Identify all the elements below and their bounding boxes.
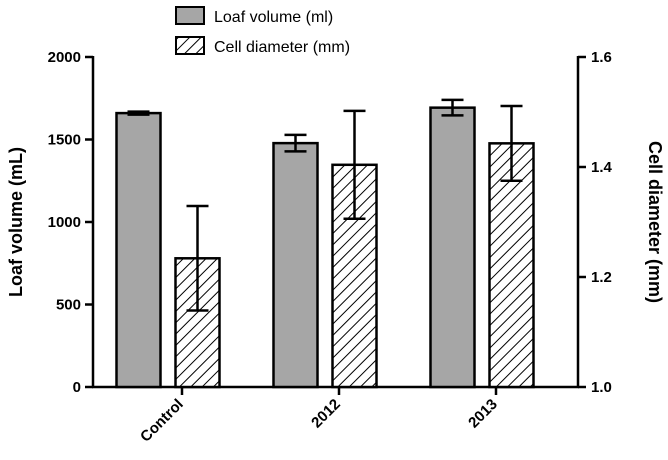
left-tick-label: 1500 [48, 132, 81, 149]
x-tick-label: 2012 [308, 396, 344, 432]
x-tick-label: Control [137, 396, 187, 446]
loaf-volume-bar [272, 141, 319, 389]
loaf-volume-bar [429, 106, 476, 389]
right-tick-label: 1.6 [591, 49, 612, 66]
right-tick-label: 1.2 [591, 269, 612, 286]
legend-label-loaf-volume: Loaf volume (ml) [214, 9, 333, 26]
right-tick-label: 1.4 [591, 159, 613, 176]
left-tick-label: 0 [73, 379, 81, 396]
chart-marks: 0 500 1000 1500 2000 1.0 1.2 1.4 1.6 Control 2012 2… [48, 49, 613, 446]
right-tick-label: 1.0 [591, 379, 612, 396]
legend-swatch-loaf-volume [175, 6, 205, 25]
right-axis-title: Cell diameter (mm) [645, 141, 665, 303]
left-tick-label: 2000 [48, 49, 81, 66]
cell-diameter-bar [488, 142, 535, 389]
legend: Loaf volume (ml) Cell diameter (mm) [175, 6, 350, 56]
legend-label-cell-diameter: Cell diameter (mm) [214, 39, 350, 56]
loaf-volume-bar [115, 111, 162, 389]
left-tick-label: 1000 [48, 214, 81, 231]
x-tick-label: 2013 [465, 396, 501, 432]
left-axis-title: Loaf volume (mL) [6, 147, 26, 297]
left-tick-label: 500 [56, 297, 81, 314]
legend-swatch-cell-diameter [175, 36, 205, 55]
